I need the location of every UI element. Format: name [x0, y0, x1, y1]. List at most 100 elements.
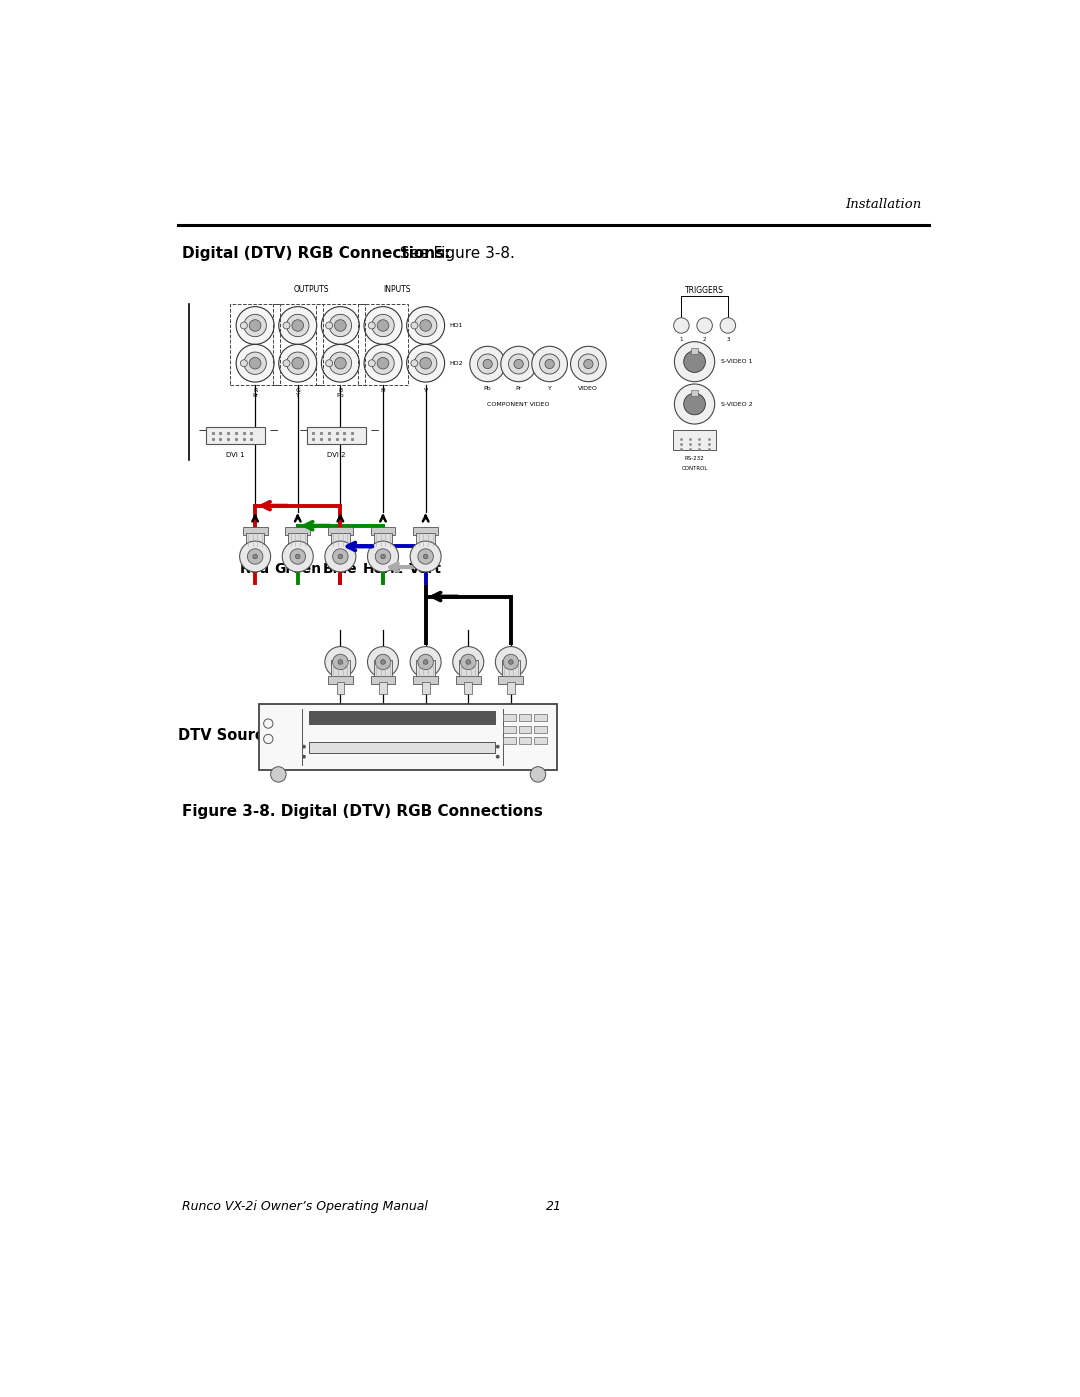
Circle shape — [496, 647, 526, 678]
Text: V: V — [423, 388, 428, 393]
Bar — [691, 348, 699, 353]
Text: DVI 1: DVI 1 — [227, 451, 245, 458]
Circle shape — [326, 360, 333, 366]
Circle shape — [509, 353, 529, 374]
Text: Vert: Vert — [409, 562, 442, 576]
Circle shape — [333, 549, 348, 564]
Bar — [243, 527, 268, 535]
Text: VIDEO: VIDEO — [579, 386, 598, 391]
Circle shape — [367, 647, 399, 678]
Bar — [315, 305, 365, 384]
Text: HD2: HD2 — [449, 360, 462, 366]
Text: HD1: HD1 — [449, 323, 462, 328]
Bar — [246, 534, 265, 546]
Circle shape — [684, 393, 705, 415]
Text: —: — — [299, 426, 308, 436]
Bar — [503, 738, 515, 745]
Bar — [464, 682, 472, 694]
Circle shape — [364, 306, 402, 344]
Bar — [285, 527, 310, 535]
Circle shape — [545, 359, 554, 369]
Text: G
Y: G Y — [295, 388, 300, 398]
Circle shape — [674, 317, 689, 334]
Circle shape — [674, 342, 715, 381]
Bar — [328, 676, 353, 683]
Circle shape — [407, 344, 445, 383]
Circle shape — [684, 351, 705, 373]
Circle shape — [470, 346, 505, 381]
Circle shape — [283, 323, 291, 328]
Bar — [273, 305, 323, 384]
Bar — [230, 305, 280, 384]
Circle shape — [271, 767, 286, 782]
Bar — [518, 726, 531, 733]
Text: INPUTS: INPUTS — [383, 285, 410, 293]
Circle shape — [407, 306, 445, 344]
Circle shape — [241, 323, 247, 328]
Circle shape — [423, 659, 428, 665]
Circle shape — [292, 358, 303, 369]
Bar — [309, 742, 496, 753]
Bar — [370, 676, 395, 683]
Circle shape — [420, 320, 431, 331]
Circle shape — [291, 549, 306, 564]
Circle shape — [368, 323, 375, 328]
Bar — [501, 661, 521, 678]
Circle shape — [279, 306, 316, 344]
Bar — [673, 430, 716, 450]
Bar — [332, 534, 350, 546]
Circle shape — [465, 659, 471, 665]
Text: See Figure 3-8.: See Figure 3-8. — [394, 246, 514, 261]
Circle shape — [286, 352, 309, 374]
Circle shape — [283, 360, 291, 366]
Circle shape — [335, 320, 347, 331]
Circle shape — [423, 555, 428, 559]
Circle shape — [364, 344, 402, 383]
Circle shape — [530, 767, 545, 782]
Circle shape — [453, 647, 484, 678]
Circle shape — [372, 352, 394, 374]
Circle shape — [420, 358, 431, 369]
Circle shape — [501, 346, 537, 381]
Text: Horiz: Horiz — [363, 562, 403, 576]
Circle shape — [377, 358, 389, 369]
Circle shape — [367, 541, 399, 571]
Text: Figure 3-8. Digital (DTV) RGB Connections: Figure 3-8. Digital (DTV) RGB Connection… — [181, 805, 542, 820]
Circle shape — [322, 306, 360, 344]
Circle shape — [514, 359, 524, 369]
Circle shape — [415, 314, 437, 337]
Text: COMPONENT VIDEO: COMPONENT VIDEO — [487, 402, 550, 408]
Bar — [507, 682, 515, 694]
Circle shape — [375, 654, 391, 669]
Text: Blue: Blue — [323, 562, 357, 576]
Bar — [307, 427, 366, 444]
Bar — [288, 534, 307, 546]
Circle shape — [697, 317, 713, 334]
Text: DVI 2: DVI 2 — [327, 451, 346, 458]
Bar — [414, 527, 438, 535]
Circle shape — [329, 314, 352, 337]
Text: Y: Y — [548, 386, 552, 391]
Bar — [379, 682, 387, 694]
Text: 2: 2 — [703, 337, 706, 342]
Bar — [535, 738, 546, 745]
Circle shape — [325, 541, 356, 571]
Bar — [416, 534, 435, 546]
Circle shape — [415, 352, 437, 374]
Text: 1: 1 — [679, 337, 684, 342]
Text: 3: 3 — [726, 337, 730, 342]
Bar — [359, 305, 408, 384]
Circle shape — [496, 754, 500, 759]
Circle shape — [509, 659, 513, 665]
Bar — [374, 661, 392, 678]
Circle shape — [296, 555, 300, 559]
Circle shape — [286, 314, 309, 337]
Text: S-VIDEO 1: S-VIDEO 1 — [721, 359, 753, 365]
Text: H: H — [380, 388, 386, 393]
Circle shape — [338, 555, 342, 559]
Text: R
Pr: R Pr — [252, 388, 258, 398]
Circle shape — [279, 344, 316, 383]
Circle shape — [570, 346, 606, 381]
Circle shape — [578, 353, 598, 374]
Circle shape — [674, 384, 715, 425]
